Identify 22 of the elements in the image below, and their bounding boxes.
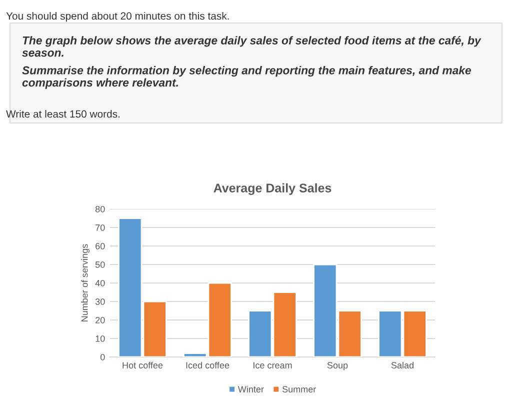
x-tick-label: Iced coffee — [186, 362, 230, 368]
y-tick-label: 40 — [95, 280, 105, 286]
x-tick-label: Salad — [391, 362, 414, 368]
legend-label: Summer — [282, 386, 316, 392]
y-axis-title: Number of servings — [81, 244, 90, 322]
chart-title: Average Daily Sales — [214, 183, 332, 195]
y-tick-label: 70 — [96, 224, 105, 231]
y-tick-label: 10 — [96, 335, 105, 342]
text: Write at least 150 words. — [6, 110, 120, 118]
legend-label: Winter — [238, 386, 264, 392]
text: Summarise the information by selecting and reporting the main features, and make comparisons where relevant. — [22, 66, 472, 89]
text: You should spend about 20 minutes on this task. — [6, 12, 229, 22]
x-tick-label: Hot coffee — [122, 362, 163, 368]
x-tick-label: Ice cream — [254, 362, 292, 368]
y-tick-label: 80 — [95, 206, 105, 212]
y-tick-label: 60 — [96, 242, 105, 250]
y-tick-label: 20 — [96, 316, 105, 324]
y-tick-label: 30 — [95, 298, 105, 305]
y-tick-label: 50 — [95, 261, 105, 268]
x-tick-label: Soup — [327, 362, 348, 370]
text: The graph below shows the average daily sales of selected food items at the café, by season. — [22, 36, 482, 57]
y-tick-label: 0 — [100, 354, 105, 360]
